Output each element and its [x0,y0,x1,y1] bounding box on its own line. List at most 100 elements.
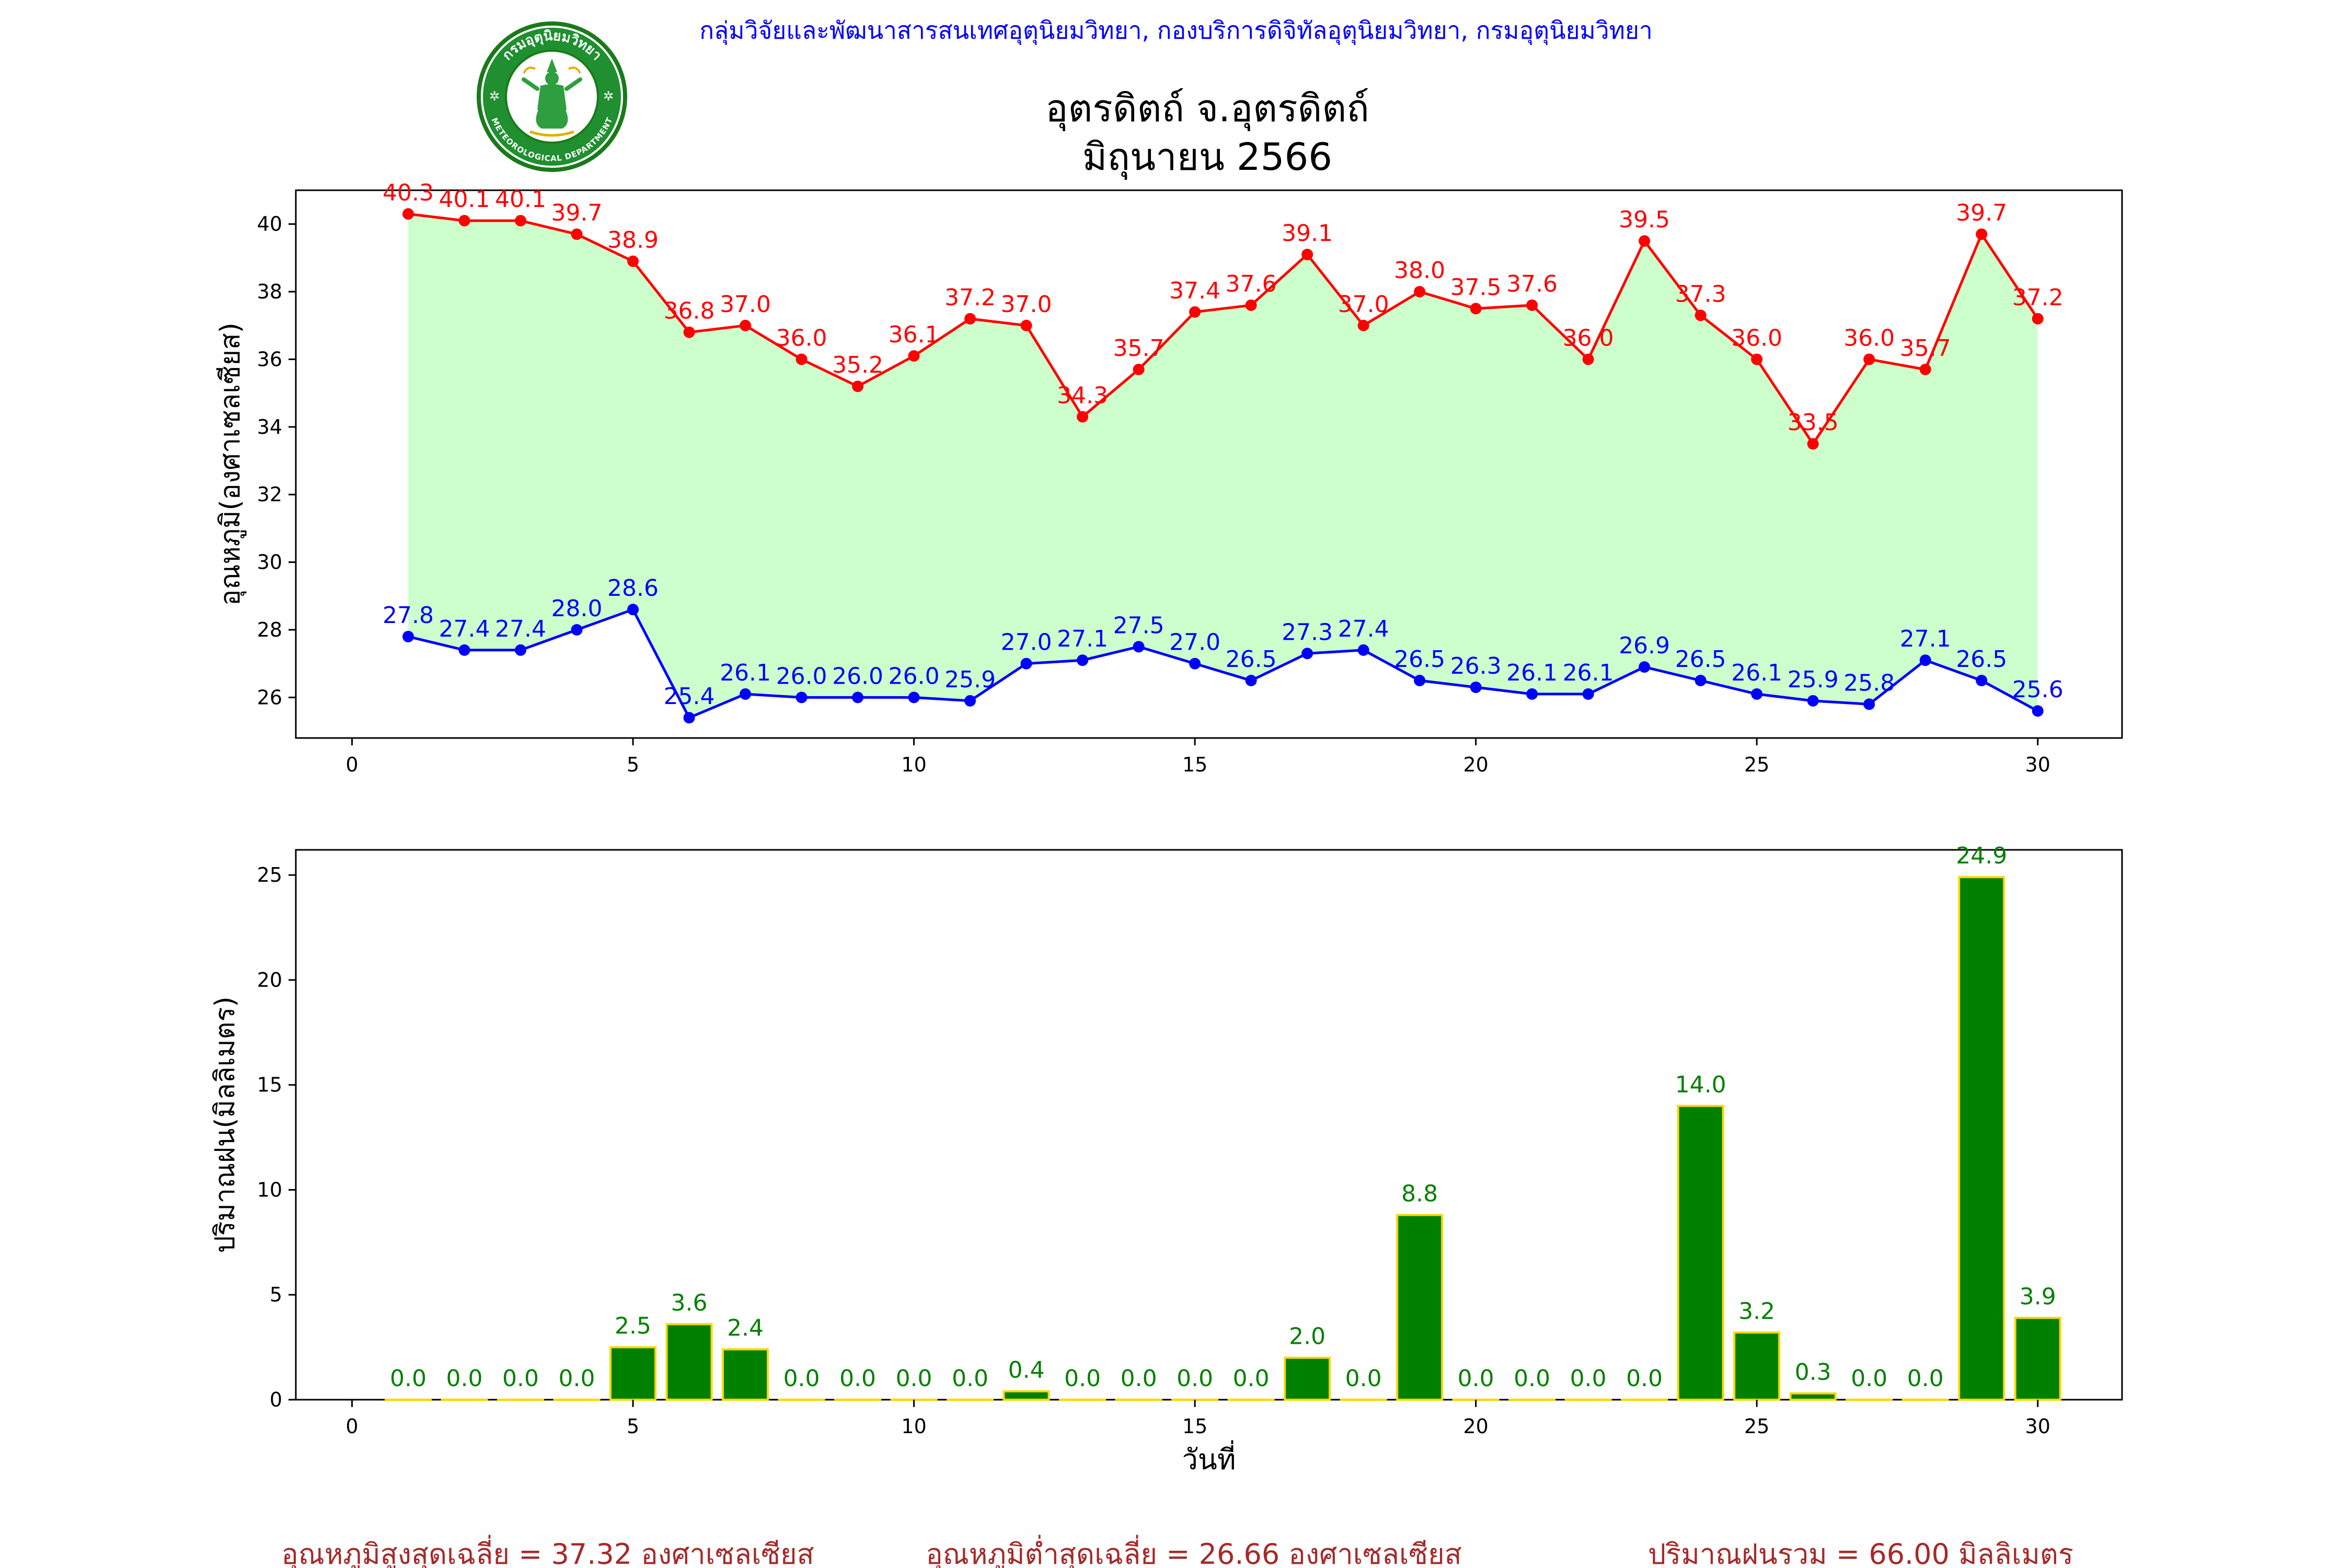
summary-total-rain: ปริมาณฝนรวม = 66.00 มิลลิเมตร [1648,1538,2073,1568]
max-temperature-data-label: 37.6 [1506,271,1558,297]
min-temperature-data-label: 26.5 [1394,646,1445,673]
min-temperature-point [1133,641,1145,653]
rainfall-bar [1789,1392,1837,1401]
max-temperature-data-label: 35.2 [832,352,883,378]
max-temperature-data-label: 37.0 [1338,291,1389,318]
max-temperature-point [1414,286,1426,298]
rainfall-y-tick-label: 15 [257,1074,282,1097]
rainfall-y-tick-label: 0 [270,1388,282,1411]
rainfall-x-tick-label: 30 [2025,1415,2050,1438]
min-temperature-data-label: 27.3 [1282,619,1333,645]
max-temperature-point [1807,438,1819,450]
max-temperature-point [1077,411,1089,423]
max-temperature-data-label: 33.5 [1788,409,1839,436]
rainfall-bar [1733,1331,1781,1401]
min-temperature-point [1863,698,1875,710]
agency-header: กลุ่มวิจัยและพัฒนาสารสนเทศอุตุนิยมวิทยา,… [699,16,1653,45]
rainfall-data-label: 2.5 [615,1313,651,1340]
min-temperature-data-label: 26.9 [1619,632,1670,659]
temperature-y-tick-label: 26 [257,686,282,709]
temperature-y-tick-label: 36 [257,348,282,371]
rainfall-data-label: 0.3 [1795,1359,1831,1386]
min-temperature-point [402,630,414,642]
rainfall-data-label: 0.0 [390,1365,426,1392]
max-temperature-point [458,215,470,227]
min-temperature-point [1694,675,1707,687]
min-temperature-data-label: 26.0 [776,663,827,689]
rainfall-x-tick-label: 10 [901,1415,926,1438]
min-temperature-data-label: 27.1 [1900,626,1951,652]
rainfall-data-label: 0.0 [1458,1365,1494,1392]
rainfall-chart: ปริมาณฝน(มิลลิเมตร) วันที่ 0.0 0.0 0.0 0.0 2… [210,843,2123,1476]
rainfall-bar [609,1346,657,1401]
rainfall-data-label: 14.0 [1675,1071,1726,1098]
max-temperature-point [1189,306,1201,318]
svg-text:✲: ✲ [603,89,614,103]
max-temperature-data-label: 39.5 [1619,206,1670,233]
rainfall-y-tick-label: 5 [270,1283,282,1306]
rainfall-data-label: 2.4 [727,1315,764,1342]
rainfall-bar [1677,1104,1724,1401]
rainfall-y-axis-label: ปริมาณฝน(มิลลิเมตร) [210,996,241,1253]
min-temperature-data-label: 26.1 [1731,660,1782,686]
temperature-range-fill [408,214,2038,718]
max-temperature-point [1582,353,1594,365]
rainfall-data-label: 0.0 [1121,1365,1157,1392]
max-temperature-data-label: 37.3 [1675,281,1726,307]
rainfall-data-label: 3.9 [2020,1283,2056,1310]
rainfall-data-label: 0.0 [783,1365,820,1392]
max-temperature-point [908,350,920,362]
max-temperature-point [1301,248,1313,260]
min-temperature-point [2032,705,2044,717]
max-temperature-point [852,381,864,393]
chart-title-line2: มิถุนายน 2566 [1082,135,1332,180]
min-temperature-data-label: 26.1 [1563,660,1614,686]
max-temperature-point [2032,313,2044,325]
min-temperature-data-label: 26.5 [1226,646,1277,673]
max-temperature-data-label: 40.1 [439,186,490,213]
temperature-y-tick-label: 38 [257,280,282,303]
max-temperature-point [1357,319,1369,331]
min-temperature-point [795,691,808,704]
max-temperature-data-label: 36.0 [776,325,827,351]
min-temperature-point [1526,688,1538,700]
temperature-plot-area [295,189,2123,739]
rainfall-data-label: 0.0 [502,1365,539,1392]
rainfall-x-tick-label: 0 [345,1415,358,1438]
temperature-x-tick-label: 30 [2025,753,2050,776]
min-temperature-data-label: 25.9 [1788,666,1839,693]
max-temperature-data-label: 36.1 [889,321,940,348]
rainfall-data-label: 3.2 [1738,1298,1775,1325]
rainfall-data-label: 0.0 [1064,1365,1101,1392]
max-temperature-data-label: 39.7 [1956,200,2007,226]
max-temperature-data-label: 36.8 [664,298,715,325]
max-temperature-data-label: 40.3 [383,179,434,206]
min-temperature-point [1077,654,1089,666]
min-temperature-data-label: 27.4 [495,616,546,642]
rainfall-data-label: 0.0 [446,1365,483,1392]
max-temperature-point [571,228,583,240]
rainfall-x-tick-label: 15 [1182,1415,1207,1438]
temperature-y-tick-label: 32 [257,483,282,506]
max-temperature-point [1470,303,1482,315]
rainfall-bar [1958,876,2005,1401]
max-temperature-point [515,215,527,227]
min-temperature-data-label: 25.6 [2012,676,2063,703]
rainfall-data-label: 0.0 [839,1365,876,1392]
min-temperature-point [1245,675,1257,687]
rainfall-data-label: 0.0 [1626,1365,1663,1392]
max-temperature-point [795,353,808,365]
temperature-y-tick-label: 40 [257,213,282,236]
max-temperature-data-label: 38.9 [607,227,659,253]
rainfall-bar [722,1348,769,1401]
temperature-x-tick-label: 5 [627,753,639,776]
min-temperature-data-label: 27.8 [383,602,434,629]
rainfall-bar [1284,1356,1331,1401]
min-temperature-data-label: 27.1 [1057,626,1108,652]
rainfall-x-axis-label: วันที่ [1182,1440,1236,1476]
min-temperature-data-label: 26.1 [1506,660,1558,686]
min-temperature-data-label: 25.8 [1843,670,1895,696]
max-temperature-data-label: 39.7 [551,200,603,226]
rainfall-bar [1396,1214,1444,1401]
